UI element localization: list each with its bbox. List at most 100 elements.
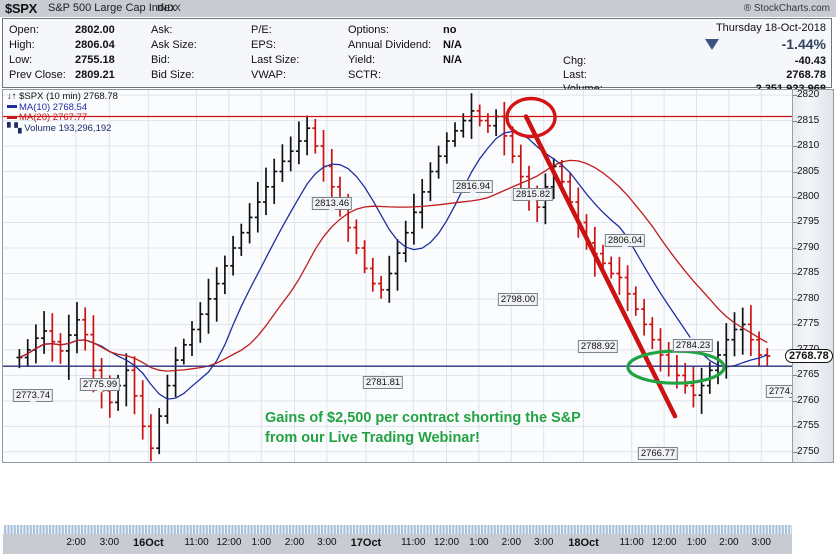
price-callout-stem [29, 400, 37, 405]
price-tick-mark [793, 197, 797, 198]
price-callout-stem [96, 389, 104, 394]
price-tick-label: 2795 [797, 216, 820, 228]
time-tick-label: 2:00 [284, 537, 305, 548]
price-callout-label: 2774.98 [765, 385, 792, 398]
time-tick-label: 3:00 [99, 537, 120, 548]
time-tick-label: 18Oct [568, 537, 599, 549]
quote-panel: Open: 2802.00 High: 2806.04 Low: 2755.18… [2, 18, 832, 95]
price-tick-mark [793, 95, 797, 97]
price-axis[interactable]: 2750275527602765277027752780278527902795… [792, 89, 833, 462]
low-value: 2755.18 [75, 54, 115, 66]
stockcharts-copyright: ® StockCharts.com [743, 2, 830, 14]
price-tick-mark [793, 120, 797, 122]
price-tick-label: 2820 [797, 89, 820, 101]
price-tick-mark [793, 222, 797, 224]
price-callout-stem [529, 199, 537, 204]
price-tick-mark [793, 400, 797, 402]
time-tick-label: 3:00 [533, 537, 554, 548]
chg-label: Chg: [563, 55, 587, 67]
time-tick-label: 17Oct [350, 537, 382, 549]
price-tick-label: 2775 [797, 318, 820, 330]
bid-size-label: Bid Size: [151, 69, 195, 81]
price-callout-stem [654, 442, 662, 447]
ma10-swatch-icon [7, 105, 17, 109]
options-value: no [443, 24, 457, 36]
ma20-swatch-icon [7, 115, 17, 119]
time-tick-label: 11:00 [401, 537, 426, 548]
open-value: 2802.00 [75, 24, 115, 36]
eps-label: EPS: [251, 39, 277, 51]
low-label: Low: [9, 54, 33, 66]
price-tick-label: 2750 [797, 445, 820, 457]
price-tick-mark [793, 324, 797, 326]
options-label: Options: [348, 24, 389, 36]
price-callout-stem [514, 288, 522, 293]
price-tick-label: 2805 [797, 165, 820, 177]
time-tick-label: 12:00 [433, 537, 460, 548]
plot-area[interactable]: ↓↑ $SPX (10 min) 2768.78 MA(10) 2768.54 … [3, 90, 792, 462]
price-tick-mark [793, 451, 797, 453]
time-tick-label: 3:00 [317, 537, 337, 548]
time-tick-label: 1:00 [469, 537, 489, 548]
price-tick-label: 2810 [797, 140, 820, 152]
chart-legend: ↓↑ $SPX (10 min) 2768.78 MA(10) 2768.54 … [7, 91, 118, 134]
price-tick-label: 2760 [797, 394, 820, 406]
triangle-down-icon [705, 39, 719, 50]
bid-label: Bid: [151, 54, 170, 66]
price-callout-stem [469, 191, 477, 196]
price-callout-label: 2781.81 [362, 376, 404, 389]
chart-annotation: Gains of $2,500 per contract shorting th… [265, 408, 581, 448]
chart-graphics [3, 90, 792, 462]
current-price-tag: 2768.78 [785, 349, 833, 363]
price-tick-mark [793, 171, 797, 173]
time-tick-label: 11:00 [619, 537, 644, 548]
time-tick-label: 16Oct [133, 537, 164, 549]
ask-label: Ask: [151, 24, 173, 36]
time-tick-label: 2:00 [719, 537, 739, 548]
price-tick-mark [793, 273, 797, 275]
price-tick-label: 2815 [797, 114, 820, 126]
quote-date: Thursday 18-Oct-2018 [715, 22, 826, 34]
chg-value: -40.43 [794, 55, 826, 67]
volume-bars-icon: ▘▚ [7, 122, 22, 134]
yield-label: Yield: [348, 54, 376, 66]
annual-dividend-label: Annual Dividend: [348, 39, 432, 51]
price-tick-mark [793, 146, 797, 148]
legend-ma10: MA(10) 2768.54 [7, 102, 118, 114]
ticker-symbol: $SPX [5, 1, 38, 16]
last-label: Last: [563, 69, 587, 81]
price-callout-stem [689, 334, 697, 339]
open-label: Open: [9, 24, 39, 36]
time-tick-label: 1:00 [251, 537, 272, 548]
price-callout-stem [782, 396, 790, 401]
price-tick-label: 2765 [797, 369, 820, 381]
time-tick-label: 2:00 [66, 537, 86, 548]
legend-ma20: MA(20) 2767.77 [7, 112, 118, 124]
price-callout-stem [621, 245, 629, 250]
price-chart[interactable]: ↓↑ $SPX (10 min) 2768.78 MA(10) 2768.54 … [2, 89, 834, 554]
percent-change: -1.44% [781, 36, 826, 52]
yield-value: N/A [443, 54, 462, 66]
pe-label: P/E: [251, 24, 272, 36]
price-callout-stem [594, 335, 602, 340]
last-size-label: Last Size: [251, 54, 300, 66]
high-value: 2806.04 [75, 39, 115, 51]
ticker-name: S&P 500 Large Cap Index [48, 2, 176, 14]
price-tick-label: 2800 [797, 191, 820, 202]
price-tick-label: 2755 [797, 420, 820, 432]
price-tick-mark [793, 247, 797, 249]
price-tick-label: 2780 [797, 292, 820, 304]
ask-size-label: Ask Size: [151, 39, 197, 51]
annotation-line-2: from our Live Trading Webinar! [265, 430, 480, 446]
sctr-label: SCTR: [348, 69, 381, 81]
time-tick-label: 12:00 [651, 537, 677, 548]
price-tick-mark [793, 375, 797, 377]
prev-close-label: Prev Close: [9, 69, 66, 81]
price-callout-label: 2798.00 [497, 293, 539, 306]
time-tick-label: 11:00 [184, 537, 209, 548]
price-tick-mark [793, 426, 797, 428]
time-ruler [3, 525, 792, 534]
time-axis[interactable]: 2:00 3:00 16Oct 11:00 12:00 1:00 2:00 3:00 17Oct… [3, 534, 792, 554]
legend-volume: ▘▚ Volume 193,296,192 [7, 122, 112, 134]
